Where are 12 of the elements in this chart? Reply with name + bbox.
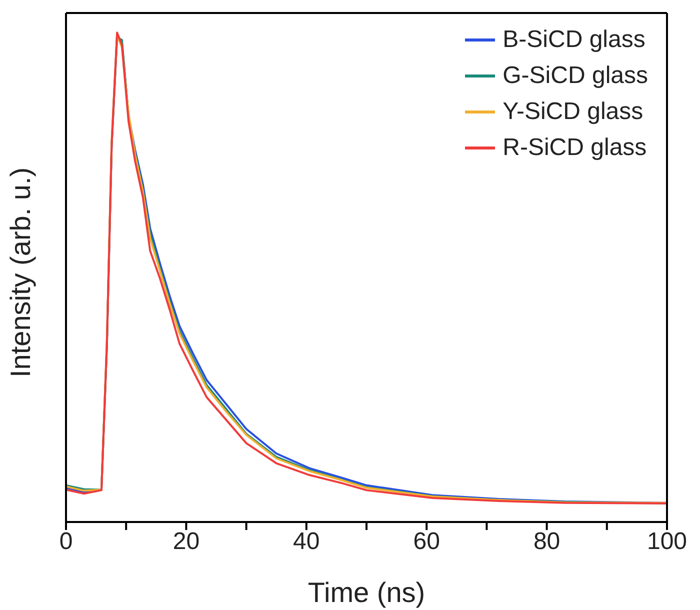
- x-tick-label: 0: [59, 528, 73, 556]
- x-tick-label: 100: [646, 528, 688, 556]
- legend-label: R-SiCD glass: [502, 133, 647, 163]
- x-tick-label: 20: [172, 528, 200, 556]
- x-tick-label: 60: [413, 528, 440, 556]
- y-axis-title: Intensity (arb. u.): [4, 167, 36, 378]
- legend-label: Y-SiCD glass: [502, 97, 644, 127]
- legend-label: B-SiCD glass: [502, 25, 646, 55]
- x-tick-label: 80: [533, 528, 560, 556]
- legend-label: G-SiCD glass: [502, 61, 648, 91]
- x-axis-title: Time (ns): [308, 577, 426, 608]
- x-tick-label: 40: [293, 528, 320, 556]
